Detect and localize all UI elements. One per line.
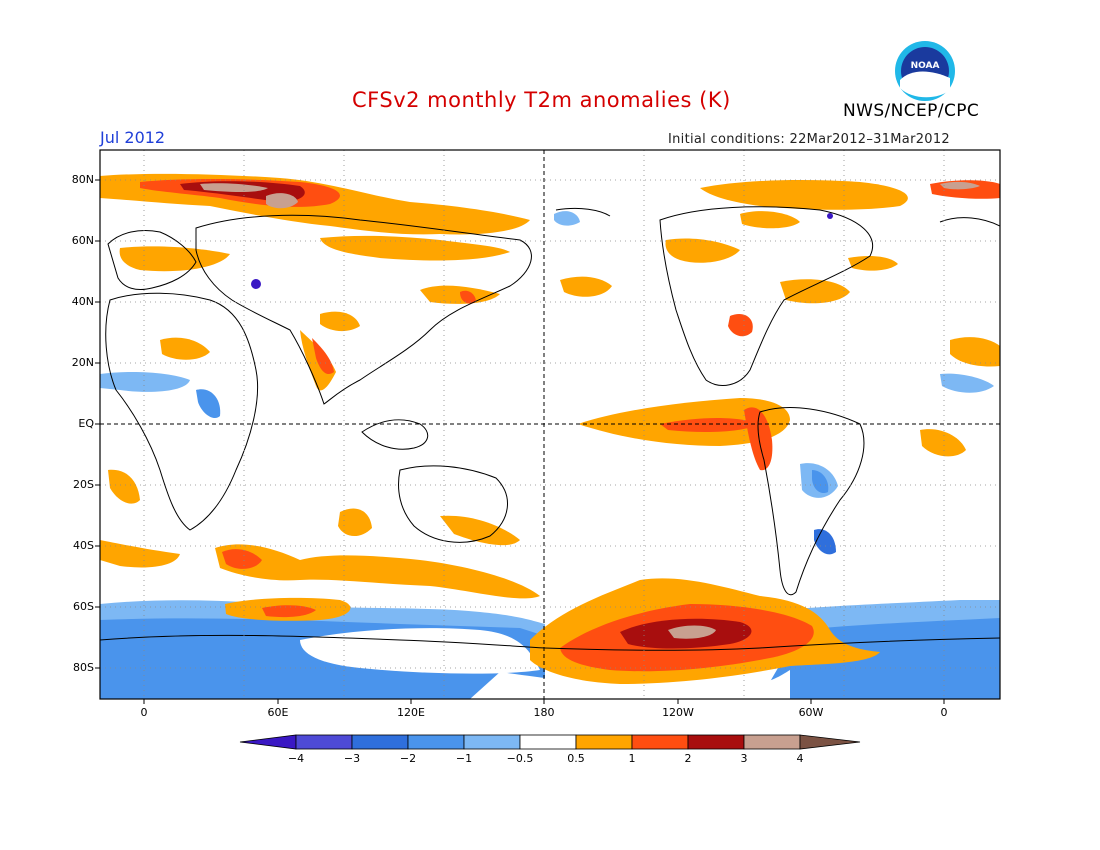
colorbar-label: 2 xyxy=(684,752,692,765)
period-label: Jul 2012 xyxy=(100,128,166,147)
lat-label-20s: 20S xyxy=(73,478,94,491)
lon-label-120e: 120E xyxy=(397,706,425,719)
lat-label-20n: 20N xyxy=(71,356,94,369)
colorbar-label: 3 xyxy=(740,752,748,765)
lat-label-60s: 60S xyxy=(73,600,94,613)
initial-conditions-label: Initial conditions: 22Mar2012–31Mar2012 xyxy=(668,132,951,147)
lon-label-0: 0 xyxy=(140,706,148,719)
colorbar-label: −0.5 xyxy=(506,752,534,765)
graticule xyxy=(100,150,1000,699)
logo-text: NOAA xyxy=(911,61,940,71)
colorbar-label: −3 xyxy=(343,752,361,765)
lon-label-0-east: 0 xyxy=(940,706,948,719)
lat-label-80s: 80S xyxy=(73,661,94,674)
colorbar-swatch-max xyxy=(799,734,861,750)
coastlines xyxy=(100,206,1000,651)
colorbar-label: −2 xyxy=(399,752,417,765)
colorbar xyxy=(239,734,861,750)
lat-label-40n: 40N xyxy=(71,295,94,308)
lon-label-60w: 60W xyxy=(798,706,824,719)
lon-label-60e: 60E xyxy=(267,706,289,719)
noaa-logo: NOAA xyxy=(895,41,955,101)
lat-label-60n: 60N xyxy=(71,234,94,247)
reference-lines xyxy=(100,150,1000,699)
agency-label: NWS/NCEP/CPC xyxy=(843,101,980,121)
colorbar-label: −1 xyxy=(455,752,473,765)
lat-label-40s: 40S xyxy=(73,539,94,552)
lat-label-eq: EQ xyxy=(78,417,94,430)
colorbar-label: 4 xyxy=(796,752,804,765)
lat-label-80n: 80N xyxy=(71,173,94,186)
antarctic-neutral-region xyxy=(300,628,540,674)
lon-label-180: 180 xyxy=(533,706,555,719)
colorbar-label: 1 xyxy=(628,752,636,765)
colorbar-label: −4 xyxy=(287,752,305,765)
colorbar-label: 0.5 xyxy=(567,752,585,765)
axis-ticks xyxy=(95,179,945,704)
colorbar-swatch-min xyxy=(239,734,297,750)
lon-label-120w: 120W xyxy=(662,706,694,719)
map-body xyxy=(100,150,1000,699)
chart-title: CFSv2 monthly T2m anomalies (K) xyxy=(352,88,731,112)
